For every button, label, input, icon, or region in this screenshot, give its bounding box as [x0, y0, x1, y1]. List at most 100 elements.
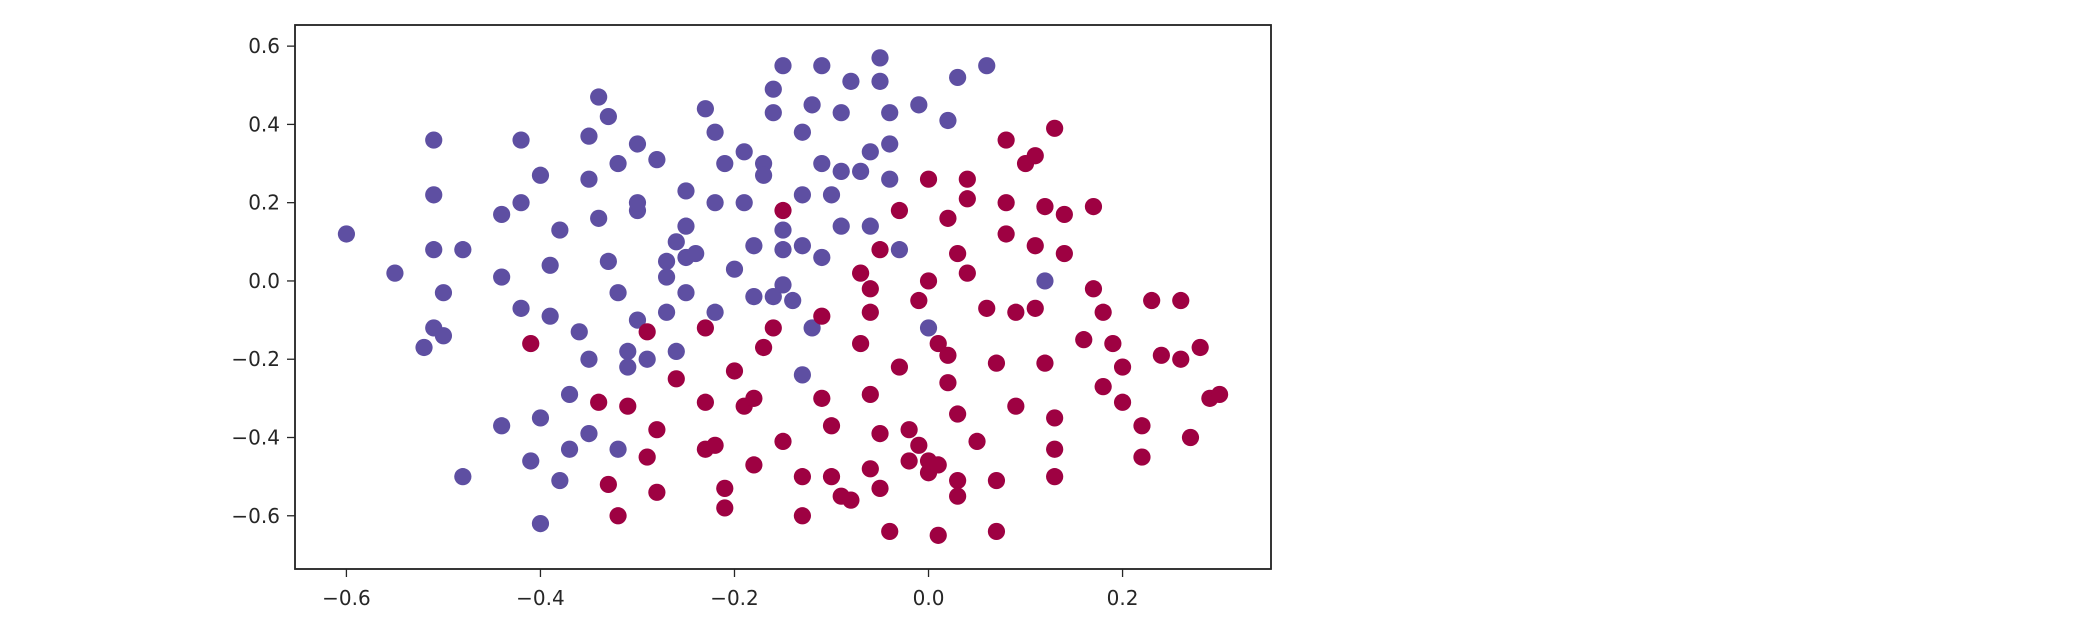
scatter-point	[619, 358, 637, 376]
scatter-point	[1075, 331, 1093, 349]
scatter-point	[716, 154, 734, 173]
scatter-point	[745, 237, 763, 255]
scatter-point	[560, 385, 579, 404]
scatter-point	[939, 374, 957, 392]
y-axis: 0.6 0.4 0.2 0.0 −0.2 −0.4 −0.6	[231, 34, 295, 528]
scatter-point	[822, 417, 841, 435]
scatter-point	[1143, 291, 1161, 310]
scatter-point	[871, 424, 889, 443]
scatter-point	[900, 452, 918, 470]
scatter-point	[1055, 205, 1073, 224]
scatter-point	[881, 135, 899, 153]
scatter-point	[793, 366, 812, 384]
scatter-point	[657, 303, 676, 321]
scatter-point	[696, 319, 714, 337]
y-tick-label: −0.2	[231, 347, 280, 371]
scatter-point	[793, 507, 812, 525]
scatter-point	[949, 471, 967, 490]
scatter-point	[706, 303, 724, 321]
scatter-point	[696, 393, 714, 411]
scatter-point	[1026, 237, 1044, 255]
scatter-point	[871, 241, 889, 259]
scatter-point	[599, 107, 617, 126]
x-tick-label: −0.2	[710, 586, 759, 610]
scatter-point	[881, 104, 899, 122]
scatter-point	[1172, 350, 1190, 368]
scatter-point	[1026, 147, 1044, 165]
scatter-point	[919, 319, 938, 337]
scatter-point	[590, 209, 608, 227]
scatter-point	[1046, 440, 1064, 458]
scatter-point	[599, 475, 617, 494]
scatter-point	[1046, 468, 1064, 486]
scatter-point	[551, 471, 569, 490]
scatter-point	[619, 342, 637, 360]
scatter-point	[755, 338, 773, 357]
scatter-point	[580, 127, 598, 145]
scatter-point	[745, 389, 763, 407]
scatter-point	[580, 170, 598, 188]
scatter-point	[803, 96, 821, 114]
scatter-point	[813, 389, 831, 407]
scatter-point	[1104, 334, 1122, 353]
scatter-point	[657, 252, 676, 270]
scatter-point	[512, 131, 530, 149]
scatter-point	[551, 221, 569, 239]
scatter-point	[735, 143, 753, 161]
scatter-point	[832, 162, 850, 180]
scatter-point	[425, 131, 443, 149]
scatter-point	[580, 424, 598, 443]
scatter-point	[1094, 303, 1112, 321]
scatter-point	[939, 111, 957, 130]
scatter-point	[900, 421, 918, 439]
scatter-point	[1036, 354, 1054, 372]
scatter-point	[425, 241, 443, 259]
scatter-point	[813, 154, 831, 173]
scatter-point	[861, 280, 879, 298]
scatter-point	[764, 288, 782, 306]
scatter-point	[793, 468, 812, 486]
scatter-point	[929, 334, 947, 353]
scatter-point	[609, 507, 627, 525]
scatter-point	[822, 468, 841, 486]
scatter-point	[667, 342, 685, 360]
scatter-point	[415, 338, 433, 357]
scatter-point	[910, 291, 928, 310]
scatter-point	[784, 291, 802, 310]
scatter-point	[609, 284, 627, 302]
scatter-point	[1026, 299, 1044, 317]
scatter-point	[696, 100, 714, 118]
scatter-point	[434, 327, 453, 345]
scatter-point	[987, 522, 1006, 541]
scatter-point	[910, 96, 928, 114]
scatter-point	[861, 217, 879, 235]
scatter-point	[774, 57, 792, 75]
scatter-point	[590, 88, 608, 106]
scatter-point	[628, 135, 647, 153]
scatter-point	[803, 319, 821, 337]
scatter-point	[628, 194, 647, 212]
scatter-point	[725, 260, 744, 278]
scatter-point	[1113, 393, 1132, 411]
scatter-point	[648, 483, 666, 501]
scatter-point	[871, 49, 889, 67]
scatter-point	[619, 397, 637, 415]
scatter-point	[764, 80, 782, 98]
scatter-point	[1181, 428, 1200, 447]
scatter-point	[657, 268, 676, 286]
scatter-point	[1133, 417, 1151, 435]
scatter-point	[949, 244, 967, 263]
scatter-point	[454, 468, 472, 486]
scatter-point	[493, 205, 511, 224]
scatter-point	[997, 194, 1015, 212]
scatter-point	[881, 522, 899, 541]
scatter-point	[716, 499, 734, 517]
x-axis: −0.6 −0.4 −0.2 0.0 0.2	[322, 569, 1138, 610]
scatter-point	[706, 194, 724, 212]
scatter-point	[852, 264, 870, 282]
scatter-point	[638, 448, 656, 466]
scatter-point	[1210, 385, 1229, 404]
scatter-point	[793, 186, 812, 204]
scatter-point	[949, 405, 967, 423]
scatter-point	[386, 264, 404, 282]
